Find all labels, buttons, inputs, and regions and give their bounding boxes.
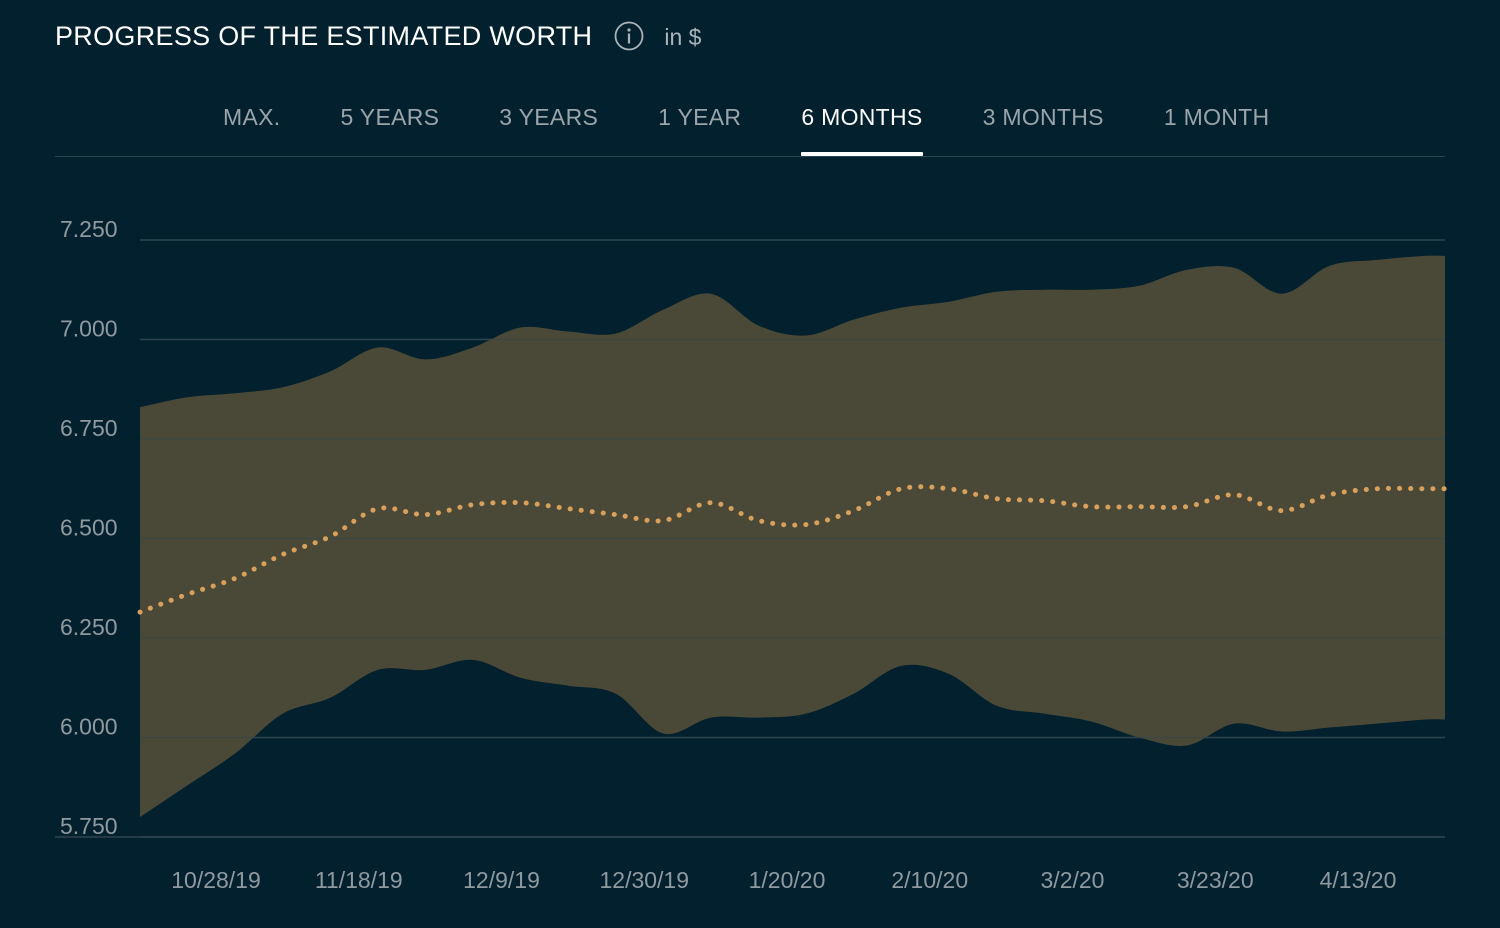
y-tick-label: 6.500 [60, 515, 118, 541]
y-tick-label: 6.750 [60, 415, 118, 441]
chart-title: PROGRESS OF THE ESTIMATED WORTH [55, 20, 593, 51]
x-tick-label: 10/28/19 [171, 867, 261, 893]
tab-1-year[interactable]: 1 YEAR [658, 104, 742, 130]
unit-label: in $ [664, 23, 702, 50]
tab-3-months[interactable]: 3 MONTHS [982, 104, 1104, 130]
x-tick-label: 3/2/20 [1041, 867, 1105, 893]
x-tick-label: 2/10/20 [891, 867, 968, 893]
tab-max[interactable]: MAX. [223, 104, 281, 130]
tab-3-years[interactable]: 3 YEARS [499, 104, 599, 130]
confidence-band [140, 255, 1445, 818]
tab-6-months[interactable]: 6 MONTHS [771, 96, 952, 156]
x-tick-label: 3/23/20 [1177, 867, 1254, 893]
tabs-divider [55, 156, 1445, 157]
y-tick-label: 6.250 [60, 614, 118, 640]
y-tick-label: 5.750 [60, 813, 118, 839]
time-range-tabs: MAX. 5 YEARS 3 YEARS 1 YEAR 6 MONTHS 3 M… [193, 96, 1299, 158]
x-tick-label: 1/20/20 [749, 867, 826, 893]
y-tick-label: 7.000 [60, 316, 118, 342]
x-tick-label: 4/13/20 [1320, 867, 1397, 893]
tab-1-month[interactable]: 1 MONTH [1163, 104, 1270, 130]
y-tick-label: 7.250 [60, 216, 118, 242]
x-tick-label: 12/9/19 [463, 867, 540, 893]
median-line [137, 484, 1448, 615]
chart-header: PROGRESS OF THE ESTIMATED WORTH in $ [55, 14, 701, 58]
info-circle-icon[interactable] [614, 21, 644, 51]
y-tick-label: 6.000 [60, 714, 118, 740]
tab-5-years[interactable]: 5 YEARS [340, 104, 440, 130]
x-tick-label: 12/30/19 [599, 867, 689, 893]
x-tick-label: 11/18/19 [315, 867, 403, 893]
